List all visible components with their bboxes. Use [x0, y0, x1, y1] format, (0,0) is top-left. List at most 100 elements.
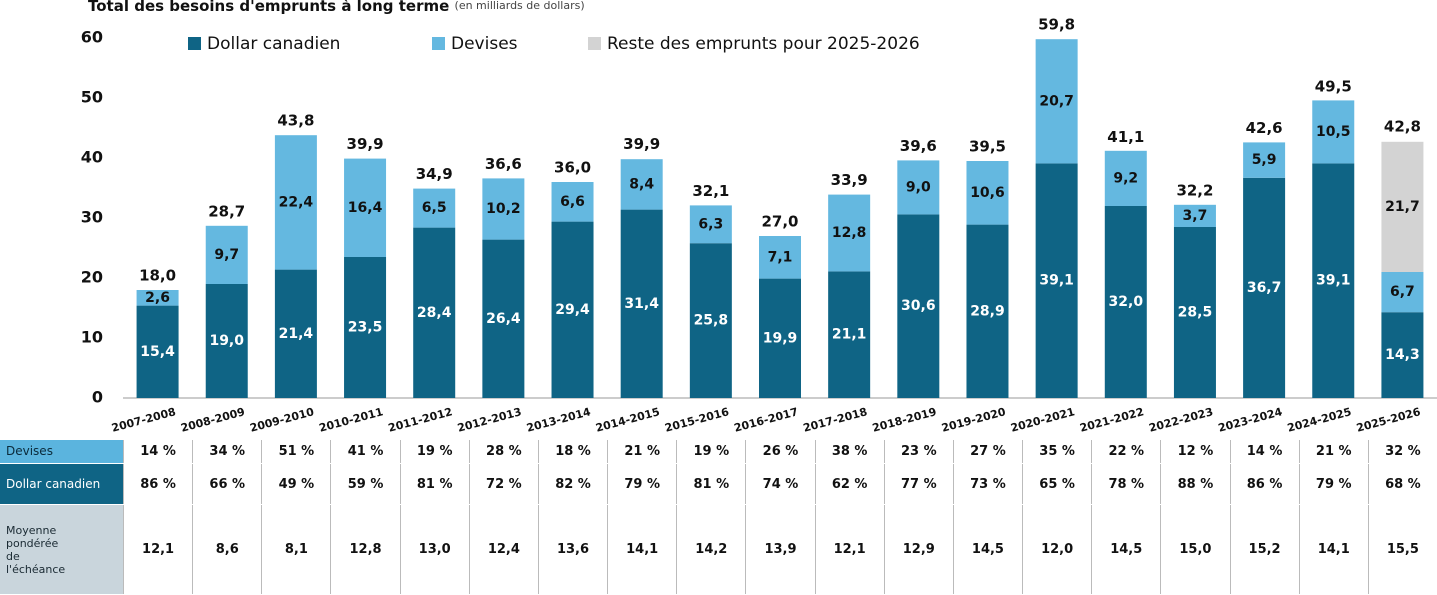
- bar-segment: [966, 161, 1009, 225]
- table-cell: 13,9: [745, 505, 814, 594]
- y-tick-label: 60: [81, 28, 103, 47]
- bar-segment: [1035, 163, 1078, 398]
- total-label: 28,7: [208, 202, 245, 220]
- table-cell: 68 %: [1367, 464, 1437, 504]
- value-label: 39,1: [1039, 273, 1074, 289]
- table-cell: 27 %: [952, 440, 1022, 463]
- table-cell: 13,0: [399, 505, 469, 594]
- table-cell: 77 %: [883, 464, 953, 504]
- bar-segment: [274, 135, 317, 270]
- bar-segment: [1173, 204, 1216, 227]
- total-label: 32,2: [1176, 181, 1213, 199]
- table-cell: 26 %: [745, 440, 814, 463]
- bar-segment: [1312, 163, 1355, 398]
- legend-label: Dollar canadien: [207, 34, 340, 54]
- table-cell: 14,5: [952, 505, 1022, 594]
- table: Devises 14 % 34 % 51 % 41 % 19 % 28 % 18 % 21 % 1…: [0, 440, 1437, 595]
- table-cell: 21 %: [1298, 440, 1368, 463]
- table-cell: 82 %: [537, 464, 607, 504]
- table-cell: 81 %: [676, 464, 745, 504]
- value-label: 12,8: [832, 225, 867, 241]
- bar-segment: [551, 221, 594, 398]
- value-label: 19,9: [763, 330, 798, 346]
- legend-label: Reste des emprunts pour 2025-2026: [607, 34, 920, 54]
- total-label: 42,8: [1384, 118, 1421, 136]
- table-cell: 12,8: [330, 505, 399, 594]
- table-cell: 12,1: [123, 505, 192, 594]
- table-cell: 14,5: [1091, 505, 1160, 594]
- table-cell: 8,6: [192, 505, 261, 594]
- value-label: 28,9: [970, 303, 1005, 319]
- chart-title: Total des besoins d'emprunts à long term…: [88, 0, 585, 15]
- value-label: 23,5: [348, 320, 383, 336]
- table-cell: 23 %: [883, 440, 953, 463]
- bar-segment: [344, 158, 387, 257]
- table-cell: 62 %: [814, 464, 884, 504]
- x-tick-label: 2019-2020: [940, 405, 1007, 435]
- total-label: 33,9: [831, 171, 868, 189]
- value-label: 28,5: [1178, 305, 1213, 321]
- x-tick-label: 2022-2023: [1148, 405, 1215, 435]
- bar-segment: [689, 243, 732, 398]
- value-label: 39,1: [1316, 273, 1351, 289]
- y-tick-label: 0: [92, 388, 103, 407]
- value-label: 2,6: [145, 290, 170, 306]
- table-cell: 12,9: [883, 505, 953, 594]
- value-label: 6,6: [560, 194, 585, 210]
- x-tick-label: 2010-2011: [318, 405, 385, 435]
- x-tick-label: 2011-2012: [387, 405, 454, 435]
- bar-segment: [1173, 227, 1216, 398]
- table-cell: 14 %: [123, 440, 192, 463]
- value-label: 21,1: [832, 327, 867, 343]
- x-tick-label: 2017-2018: [802, 405, 869, 435]
- bar-segment: [1035, 39, 1078, 164]
- x-tick-label: 2013-2014: [525, 405, 592, 435]
- table-cell: 49 %: [261, 464, 330, 504]
- table-cell: 38 %: [814, 440, 884, 463]
- bar-segment: [136, 305, 179, 398]
- x-tick-label: 2009-2010: [249, 405, 316, 435]
- table-cell: 35 %: [1022, 440, 1091, 463]
- bar-segment: [1104, 206, 1147, 398]
- value-label: 8,4: [629, 176, 654, 192]
- value-label: 9,0: [906, 179, 931, 195]
- table-cell: 81 %: [399, 464, 469, 504]
- value-label: 28,4: [417, 305, 452, 321]
- table-cell: 15,5: [1367, 505, 1437, 594]
- table-cell: 65 %: [1022, 464, 1091, 504]
- bar-segment: [482, 178, 525, 240]
- bar-segment: [897, 214, 940, 398]
- bar-segment: [759, 236, 801, 279]
- total-label: 34,9: [416, 165, 453, 183]
- table-cell: 66 %: [192, 464, 261, 504]
- y-tick-label: 40: [81, 148, 103, 167]
- total-label: 59,8: [1038, 16, 1075, 34]
- value-label: 9,7: [214, 247, 239, 263]
- total-label: 39,9: [623, 135, 660, 153]
- bar-segment: [1312, 100, 1355, 164]
- value-label: 6,7: [1390, 284, 1415, 300]
- table-cell: 73 %: [952, 464, 1022, 504]
- row-label: Moyenne pondérée de l'échéance: [0, 505, 123, 594]
- table-cell: 86 %: [123, 464, 192, 504]
- value-label: 31,4: [624, 296, 659, 312]
- bar-segment: [759, 278, 801, 398]
- table-cell: 32 %: [1367, 440, 1437, 463]
- title: Total des besoins d'emprunts à long term…: [88, 0, 449, 15]
- bar-segment: [205, 284, 248, 398]
- bar-segment: [205, 225, 248, 284]
- x-tick-label: 2016-2017: [733, 405, 800, 435]
- table-cell: 12,4: [468, 505, 538, 594]
- bar-segment: [828, 271, 871, 398]
- value-label: 9,2: [1113, 170, 1138, 186]
- table-cell: 12,0: [1022, 505, 1091, 594]
- table-cell: 88 %: [1160, 464, 1229, 504]
- value-label: 36,7: [1247, 280, 1282, 296]
- x-tick-label: 2007-2008: [110, 405, 177, 435]
- x-tick-label: 2025-2026: [1355, 405, 1422, 435]
- table-cell: 12 %: [1160, 440, 1229, 463]
- table-cell: 72 %: [468, 464, 538, 504]
- value-label: 21,4: [279, 326, 314, 342]
- y-tick-label: 20: [81, 268, 103, 287]
